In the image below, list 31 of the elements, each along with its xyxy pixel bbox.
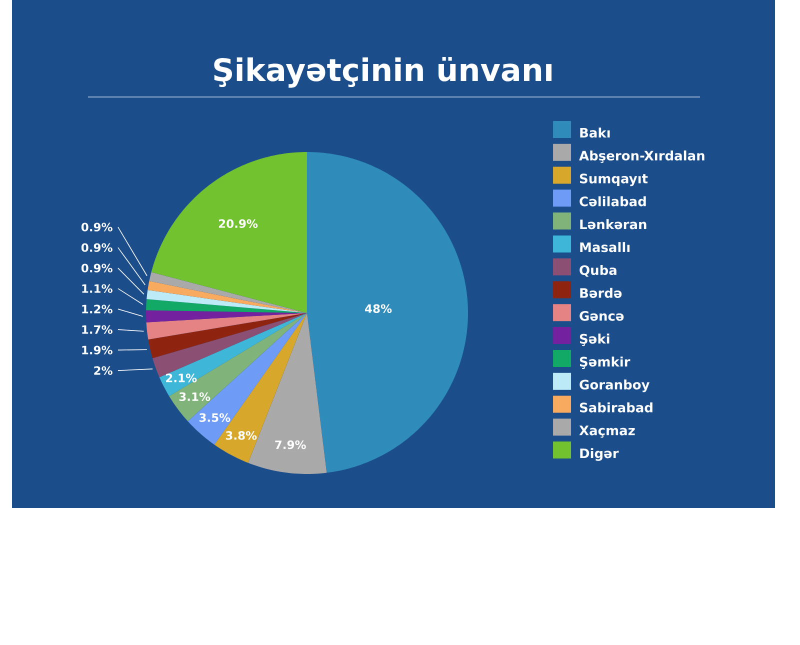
legend-label: Şəmkir <box>580 356 630 369</box>
data-label: 3.5% <box>199 413 230 422</box>
data-label: 0.9% <box>81 243 112 252</box>
data-label: 2% <box>94 366 112 375</box>
legend-label: Abşeron-Xırdalan <box>579 150 704 163</box>
data-label: 0.9% <box>81 222 112 232</box>
data-label: 20.9% <box>218 219 258 228</box>
data-label: 7.9% <box>275 440 306 450</box>
chart-title: Şikayətçinin ünvanı <box>214 56 552 88</box>
data-label: 48% <box>365 304 392 313</box>
legend-label: Cəlilabad <box>580 196 646 206</box>
legend-label: Bərdə <box>580 288 622 298</box>
legend-label: Goranboy <box>580 379 650 392</box>
data-label: 0.9% <box>81 264 112 272</box>
data-label: 3.1% <box>179 392 210 402</box>
data-label: 1.2% <box>82 304 112 314</box>
legend-label: Digər <box>580 448 619 461</box>
legend-label: Gəncə <box>580 311 624 321</box>
data-label: 3.8% <box>226 431 257 440</box>
legend-label: Lənkəran <box>580 219 646 230</box>
legend-label: Quba <box>580 264 616 277</box>
legend-label: Masallı <box>580 242 630 252</box>
legend-label: Sabirabad <box>580 402 652 412</box>
data-label: 1.1% <box>82 284 112 293</box>
legend-label: Xaçmaz <box>579 426 635 438</box>
data-label: 1.9% <box>82 346 112 354</box>
data-label: 2.1% <box>166 374 197 382</box>
legend-label: Bakı <box>580 128 610 138</box>
data-label: 1.7% <box>82 325 112 334</box>
legend-label: Şəki <box>580 334 610 346</box>
legend-label: Sumqayıt <box>580 174 648 186</box>
